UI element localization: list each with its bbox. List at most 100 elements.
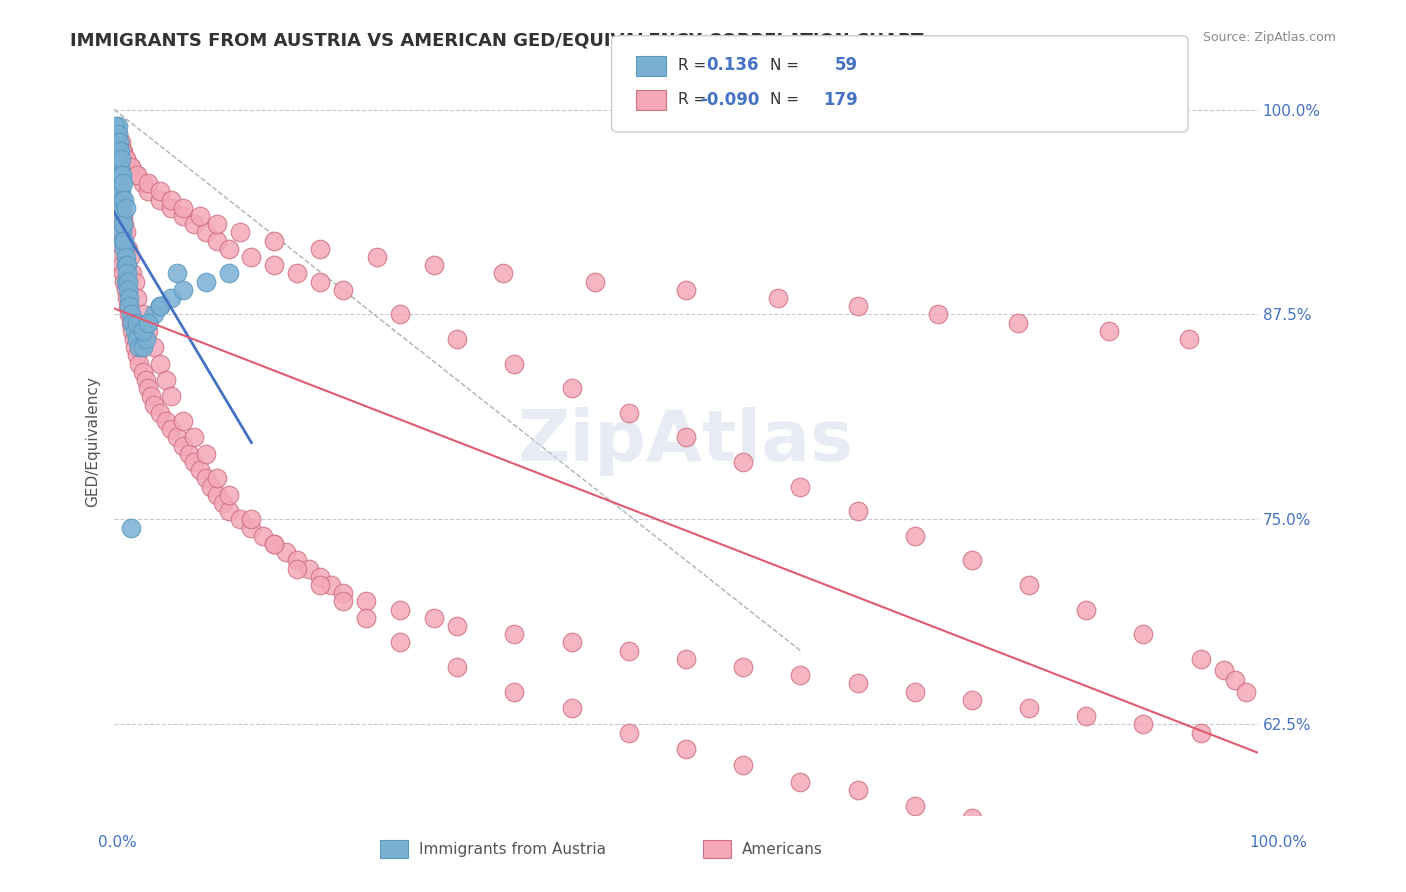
Point bbox=[332, 586, 354, 600]
Point bbox=[200, 480, 222, 494]
Point bbox=[124, 275, 146, 289]
Point bbox=[172, 414, 194, 428]
Text: 179: 179 bbox=[823, 91, 858, 109]
Text: 59: 59 bbox=[835, 56, 858, 74]
Point bbox=[321, 578, 343, 592]
Point bbox=[1189, 652, 1212, 666]
Text: R =: R = bbox=[678, 58, 706, 72]
Point bbox=[172, 439, 194, 453]
Point bbox=[107, 127, 129, 141]
Point bbox=[492, 267, 515, 281]
Point bbox=[252, 529, 274, 543]
Point bbox=[108, 185, 131, 199]
Point bbox=[183, 217, 205, 231]
Point bbox=[1189, 725, 1212, 739]
Point bbox=[766, 291, 789, 305]
Point bbox=[183, 430, 205, 444]
Point bbox=[263, 234, 285, 248]
Point bbox=[114, 275, 136, 289]
Point bbox=[1178, 332, 1201, 346]
Point bbox=[112, 209, 135, 223]
Text: 0.0%: 0.0% bbox=[98, 836, 138, 850]
Point bbox=[309, 242, 332, 256]
Point bbox=[263, 258, 285, 272]
Point bbox=[1018, 821, 1040, 835]
Point bbox=[114, 283, 136, 297]
Point bbox=[115, 291, 138, 305]
Point bbox=[115, 267, 138, 281]
Point bbox=[105, 136, 128, 150]
Point bbox=[354, 594, 377, 608]
Point bbox=[1018, 701, 1040, 715]
Point bbox=[675, 742, 697, 756]
Point bbox=[138, 316, 160, 330]
Point bbox=[107, 144, 129, 158]
Point bbox=[125, 291, 148, 305]
Text: -0.090: -0.090 bbox=[700, 91, 759, 109]
Point bbox=[205, 488, 228, 502]
Point bbox=[309, 578, 332, 592]
Point bbox=[1132, 717, 1154, 731]
Point bbox=[1076, 709, 1098, 723]
Point bbox=[139, 389, 162, 403]
Point bbox=[960, 811, 983, 825]
Point bbox=[125, 332, 148, 346]
Point bbox=[107, 136, 129, 150]
Point bbox=[114, 258, 136, 272]
Point bbox=[172, 201, 194, 215]
Point bbox=[218, 267, 240, 281]
Point bbox=[389, 602, 412, 616]
Point bbox=[172, 209, 194, 223]
Point bbox=[194, 447, 217, 461]
Point bbox=[112, 176, 135, 190]
Point bbox=[111, 168, 134, 182]
Point bbox=[111, 226, 134, 240]
Point bbox=[218, 242, 240, 256]
Point bbox=[104, 119, 127, 133]
Point bbox=[132, 324, 155, 338]
Point bbox=[904, 799, 927, 814]
Point bbox=[149, 299, 172, 313]
Point bbox=[104, 144, 127, 158]
Point bbox=[117, 275, 139, 289]
Point bbox=[105, 152, 128, 166]
Point bbox=[143, 308, 166, 322]
Point bbox=[107, 152, 129, 166]
Point bbox=[128, 340, 150, 354]
Point bbox=[218, 504, 240, 518]
Point bbox=[107, 234, 129, 248]
Point bbox=[177, 447, 200, 461]
Point bbox=[1018, 578, 1040, 592]
Point bbox=[675, 430, 697, 444]
Point bbox=[733, 758, 755, 772]
Point bbox=[1132, 627, 1154, 641]
Point bbox=[125, 348, 148, 362]
Point bbox=[149, 193, 172, 207]
Point bbox=[194, 471, 217, 485]
Point bbox=[143, 340, 166, 354]
Point bbox=[389, 308, 412, 322]
Point bbox=[927, 308, 949, 322]
Text: Source: ZipAtlas.com: Source: ZipAtlas.com bbox=[1202, 31, 1336, 45]
Point bbox=[149, 299, 172, 313]
Point bbox=[1007, 316, 1029, 330]
Point bbox=[332, 594, 354, 608]
Point bbox=[108, 242, 131, 256]
Text: ZipAtlas: ZipAtlas bbox=[517, 407, 853, 476]
Point bbox=[107, 168, 129, 182]
Point bbox=[423, 611, 446, 625]
Point bbox=[617, 725, 640, 739]
Point bbox=[107, 226, 129, 240]
Point bbox=[846, 676, 869, 690]
Point bbox=[229, 512, 252, 526]
Point bbox=[846, 783, 869, 797]
Point bbox=[114, 193, 136, 207]
Point bbox=[107, 168, 129, 182]
Point bbox=[117, 242, 139, 256]
Point bbox=[114, 201, 136, 215]
Point bbox=[115, 258, 138, 272]
Point bbox=[110, 185, 132, 199]
Point bbox=[110, 136, 132, 150]
Point bbox=[125, 316, 148, 330]
Text: N =: N = bbox=[770, 93, 800, 107]
